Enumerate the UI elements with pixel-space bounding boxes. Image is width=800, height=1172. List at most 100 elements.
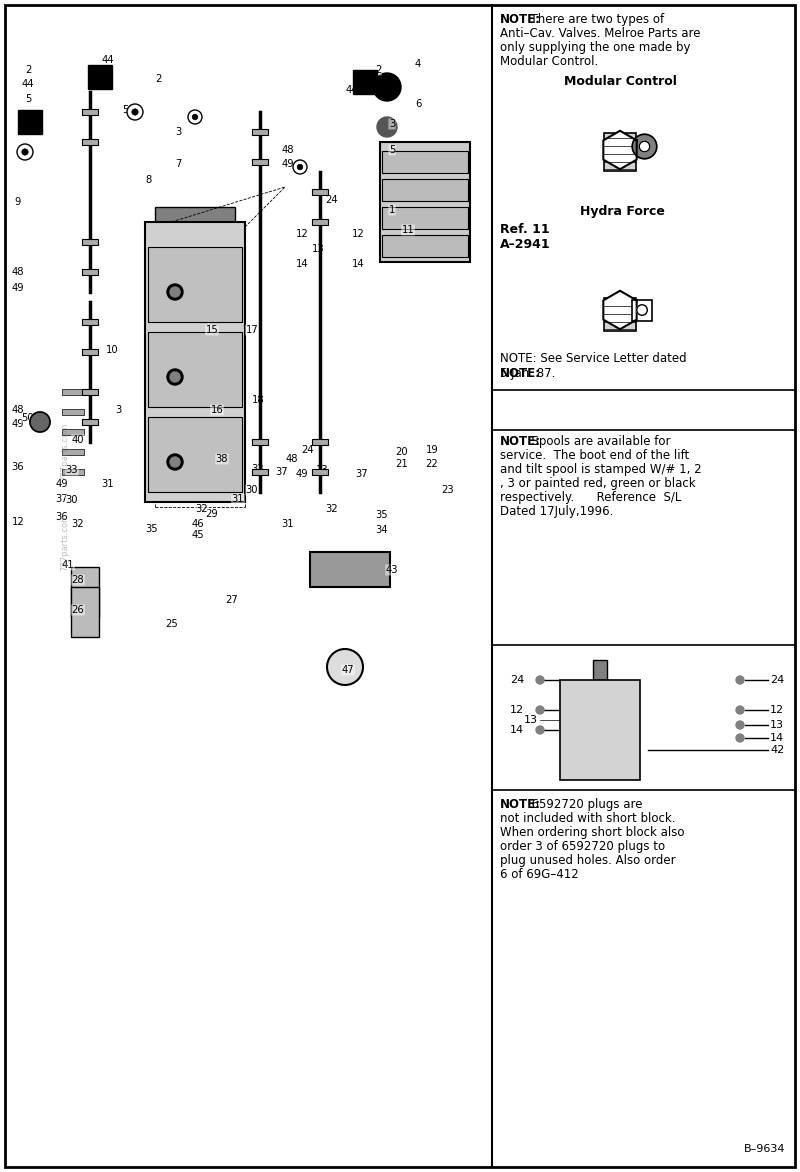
Text: 44: 44: [346, 86, 358, 95]
Text: 13: 13: [524, 715, 538, 725]
Text: 40: 40: [72, 435, 84, 445]
Text: Hydra Force: Hydra Force: [580, 205, 665, 218]
Text: NOTE:: NOTE:: [500, 798, 541, 811]
Text: 36: 36: [12, 462, 24, 472]
Text: 23: 23: [442, 485, 454, 495]
Text: 6: 6: [415, 98, 421, 109]
Text: 49: 49: [296, 469, 308, 479]
Bar: [252, 129, 268, 135]
Bar: [82, 270, 98, 275]
Text: 13: 13: [316, 465, 328, 475]
Bar: [312, 189, 328, 195]
Bar: [62, 469, 84, 475]
Text: 32: 32: [72, 519, 84, 529]
Bar: [353, 70, 377, 94]
Text: 44: 44: [22, 79, 34, 89]
Text: respectively.      Reference  S/L: respectively. Reference S/L: [500, 491, 682, 504]
Text: 6592720 plugs are: 6592720 plugs are: [524, 798, 642, 811]
Text: 47: 47: [342, 665, 354, 675]
Bar: [382, 179, 468, 202]
Circle shape: [736, 734, 744, 742]
Text: Anti–Cav. Valves. Melroe Parts are: Anti–Cav. Valves. Melroe Parts are: [500, 27, 701, 40]
Bar: [310, 552, 390, 587]
Text: 43: 43: [386, 565, 398, 575]
Bar: [82, 239, 98, 245]
Text: NOTE:: NOTE:: [500, 13, 541, 26]
Text: only supplying the one made by: only supplying the one made by: [500, 41, 690, 54]
Text: 32: 32: [326, 504, 338, 515]
Bar: [82, 109, 98, 115]
Bar: [380, 142, 470, 263]
Text: 8: 8: [145, 175, 151, 185]
Text: NOTE: See Service Letter dated
5 Jan. 87.: NOTE: See Service Letter dated 5 Jan. 87…: [500, 352, 686, 380]
Polygon shape: [603, 291, 637, 329]
Bar: [18, 110, 42, 134]
Text: Dated 17July,1996.: Dated 17July,1996.: [500, 505, 614, 518]
Bar: [155, 207, 235, 227]
Bar: [632, 300, 651, 320]
Text: 12: 12: [510, 706, 524, 715]
Bar: [145, 222, 245, 502]
Circle shape: [30, 413, 50, 432]
Text: 16: 16: [210, 406, 223, 415]
Circle shape: [22, 149, 28, 155]
Text: 49: 49: [12, 282, 24, 293]
Bar: [62, 389, 84, 395]
Bar: [82, 139, 98, 145]
Bar: [312, 219, 328, 225]
Text: 13: 13: [312, 244, 324, 254]
Text: 30: 30: [246, 485, 258, 495]
Text: 14: 14: [352, 259, 364, 270]
Text: 10: 10: [106, 345, 118, 355]
Text: 48: 48: [282, 145, 294, 155]
Bar: [382, 151, 468, 173]
Circle shape: [127, 104, 143, 120]
Text: Spools are available for: Spools are available for: [524, 435, 670, 448]
Text: 49: 49: [282, 159, 294, 169]
Circle shape: [192, 114, 198, 120]
Circle shape: [170, 457, 180, 466]
Text: 29: 29: [206, 509, 218, 519]
Text: 38: 38: [216, 454, 228, 464]
Text: not included with short block.: not included with short block.: [500, 812, 675, 825]
Text: 12: 12: [12, 517, 24, 527]
Bar: [148, 332, 242, 407]
Text: 2: 2: [155, 74, 161, 84]
Text: 21: 21: [396, 459, 408, 469]
Text: 19: 19: [426, 445, 438, 455]
Circle shape: [170, 372, 180, 382]
Text: 50: 50: [22, 413, 34, 423]
Circle shape: [188, 110, 202, 124]
Text: 14: 14: [770, 732, 784, 743]
Text: 13: 13: [770, 720, 784, 730]
Text: 32: 32: [196, 504, 208, 515]
Bar: [252, 159, 268, 165]
Text: 7: 7: [175, 159, 181, 169]
Bar: [82, 420, 98, 425]
Text: 33: 33: [66, 465, 78, 475]
Circle shape: [17, 144, 33, 161]
Text: 5: 5: [389, 145, 395, 155]
Text: 34: 34: [376, 525, 388, 534]
Text: 28: 28: [72, 575, 84, 585]
Text: 49: 49: [12, 420, 24, 429]
Text: 5: 5: [122, 105, 128, 115]
Text: 24: 24: [770, 675, 784, 684]
Text: 12: 12: [296, 229, 308, 239]
Circle shape: [293, 161, 307, 173]
Bar: [82, 349, 98, 355]
Text: 44: 44: [102, 55, 114, 64]
Text: 17: 17: [246, 325, 258, 335]
Text: 20: 20: [396, 447, 408, 457]
Text: 31: 31: [232, 495, 244, 504]
Text: plug unused holes. Also order: plug unused holes. Also order: [500, 854, 676, 867]
Bar: [148, 417, 242, 492]
Circle shape: [632, 135, 657, 158]
Text: 33: 33: [252, 464, 264, 473]
Text: 46: 46: [192, 519, 204, 529]
Bar: [560, 680, 640, 781]
Text: 9: 9: [15, 197, 21, 207]
Text: 31: 31: [102, 479, 114, 489]
Text: B–9634: B–9634: [743, 1144, 785, 1154]
Bar: [593, 660, 607, 680]
